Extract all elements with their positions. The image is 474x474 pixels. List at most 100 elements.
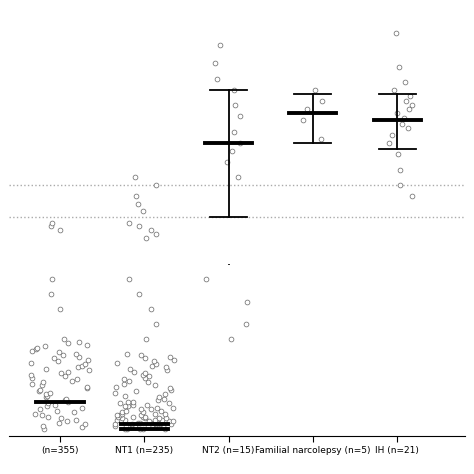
- Point: [59, 352, 66, 359]
- Point: [135, 290, 142, 298]
- Point: [56, 226, 64, 234]
- Point: [162, 391, 169, 398]
- Point: [165, 400, 173, 407]
- Point: [144, 422, 152, 429]
- Point: [64, 368, 72, 375]
- Point: [57, 414, 65, 422]
- Point: [151, 410, 159, 418]
- Point: [155, 422, 163, 429]
- Point: [42, 343, 49, 350]
- Point: [162, 425, 169, 432]
- Point: [135, 200, 142, 208]
- Point: [81, 361, 89, 368]
- Point: [85, 356, 92, 364]
- Point: [27, 359, 35, 367]
- Point: [158, 416, 165, 423]
- Point: [123, 425, 131, 432]
- Point: [147, 305, 155, 313]
- Point: [202, 275, 210, 283]
- Point: [48, 275, 55, 283]
- Point: [401, 115, 408, 122]
- Point: [83, 383, 91, 391]
- Point: [163, 414, 170, 422]
- Point: [153, 404, 160, 411]
- Point: [167, 420, 175, 428]
- Point: [38, 411, 46, 419]
- Point: [47, 222, 55, 230]
- Point: [146, 417, 153, 425]
- Point: [36, 405, 44, 413]
- Point: [166, 384, 174, 392]
- Point: [61, 373, 68, 380]
- Point: [61, 396, 69, 404]
- Point: [237, 139, 244, 147]
- Point: [244, 298, 251, 305]
- Point: [126, 275, 133, 283]
- Point: [402, 98, 410, 105]
- Point: [167, 386, 175, 393]
- Point: [48, 219, 55, 227]
- Point: [63, 417, 71, 425]
- Point: [112, 383, 120, 391]
- Point: [152, 181, 160, 189]
- Point: [159, 422, 166, 429]
- Point: [68, 377, 76, 384]
- Point: [116, 400, 124, 407]
- Point: [156, 419, 164, 427]
- Point: [234, 173, 242, 181]
- Point: [126, 365, 134, 373]
- Point: [141, 414, 148, 422]
- Point: [318, 98, 326, 105]
- Point: [129, 401, 137, 409]
- Point: [47, 290, 55, 298]
- Point: [131, 173, 138, 181]
- Point: [170, 356, 178, 364]
- Point: [72, 416, 80, 423]
- Point: [32, 346, 39, 353]
- Point: [33, 344, 41, 352]
- Point: [153, 320, 160, 328]
- Point: [160, 395, 167, 402]
- Point: [396, 166, 404, 173]
- Point: [136, 419, 144, 427]
- Point: [231, 101, 239, 109]
- Point: [150, 357, 157, 365]
- Point: [155, 396, 162, 404]
- Point: [228, 147, 236, 155]
- Point: [153, 417, 160, 425]
- Point: [130, 368, 138, 375]
- Point: [121, 425, 129, 432]
- Point: [43, 402, 51, 410]
- Point: [152, 423, 159, 431]
- Point: [153, 420, 160, 428]
- Point: [141, 413, 149, 420]
- Point: [132, 387, 140, 395]
- Point: [44, 413, 52, 420]
- Point: [395, 64, 402, 71]
- Point: [62, 395, 70, 402]
- Point: [28, 347, 36, 355]
- Point: [147, 226, 155, 234]
- Point: [114, 413, 121, 420]
- Point: [151, 416, 159, 423]
- Point: [57, 370, 65, 377]
- Point: [123, 350, 130, 358]
- Point: [60, 335, 68, 343]
- Point: [386, 139, 393, 147]
- Point: [142, 335, 150, 343]
- Point: [114, 411, 121, 419]
- Point: [131, 423, 138, 431]
- Point: [155, 414, 163, 422]
- Point: [299, 117, 307, 124]
- Point: [141, 355, 148, 362]
- Point: [317, 136, 325, 143]
- Point: [139, 413, 147, 420]
- Point: [404, 124, 411, 132]
- Point: [165, 417, 173, 425]
- Point: [398, 120, 405, 128]
- Point: [117, 411, 124, 419]
- Point: [125, 377, 133, 384]
- Point: [147, 405, 155, 413]
- Point: [35, 387, 43, 395]
- Point: [118, 410, 126, 418]
